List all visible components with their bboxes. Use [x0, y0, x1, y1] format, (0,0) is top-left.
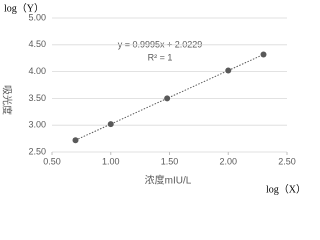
page: {"chart_data": {"type": "scatter", "y_co… [0, 2, 300, 196]
y-tick-label: 4.50 [28, 39, 46, 49]
x-axis-label: 浓度mIU/L [145, 174, 192, 187]
point [164, 95, 171, 102]
point [107, 121, 114, 128]
y-tick-label: 2.50 [28, 146, 46, 156]
y-tick-label: 3.50 [28, 93, 46, 103]
y-tick-label: 4.00 [28, 66, 46, 76]
point [72, 137, 79, 144]
x-tick-label: 2.50 [278, 156, 296, 166]
chart: log（Y） log（X） 浓度mIU/L 吸光度 y = 0.9995x + … [0, 2, 300, 195]
r-squared: R² = 1 [148, 52, 173, 62]
y-axis-label: 吸光度 [0, 85, 13, 115]
point [260, 51, 267, 58]
x-corner-label: log（X） [266, 183, 300, 195]
x-tick-label: 1.50 [161, 156, 179, 166]
point [225, 67, 232, 74]
x-tick-label: 0.50 [43, 156, 61, 166]
y-tick-label: 5.00 [28, 12, 46, 22]
y-tick-label: 3.00 [28, 120, 46, 130]
equation: y = 0.9995x + 2.0229 [118, 39, 203, 49]
x-tick-label: 2.00 [219, 156, 237, 166]
y-corner-label: log（Y） [4, 2, 44, 14]
x-tick-label: 1.00 [102, 156, 120, 166]
